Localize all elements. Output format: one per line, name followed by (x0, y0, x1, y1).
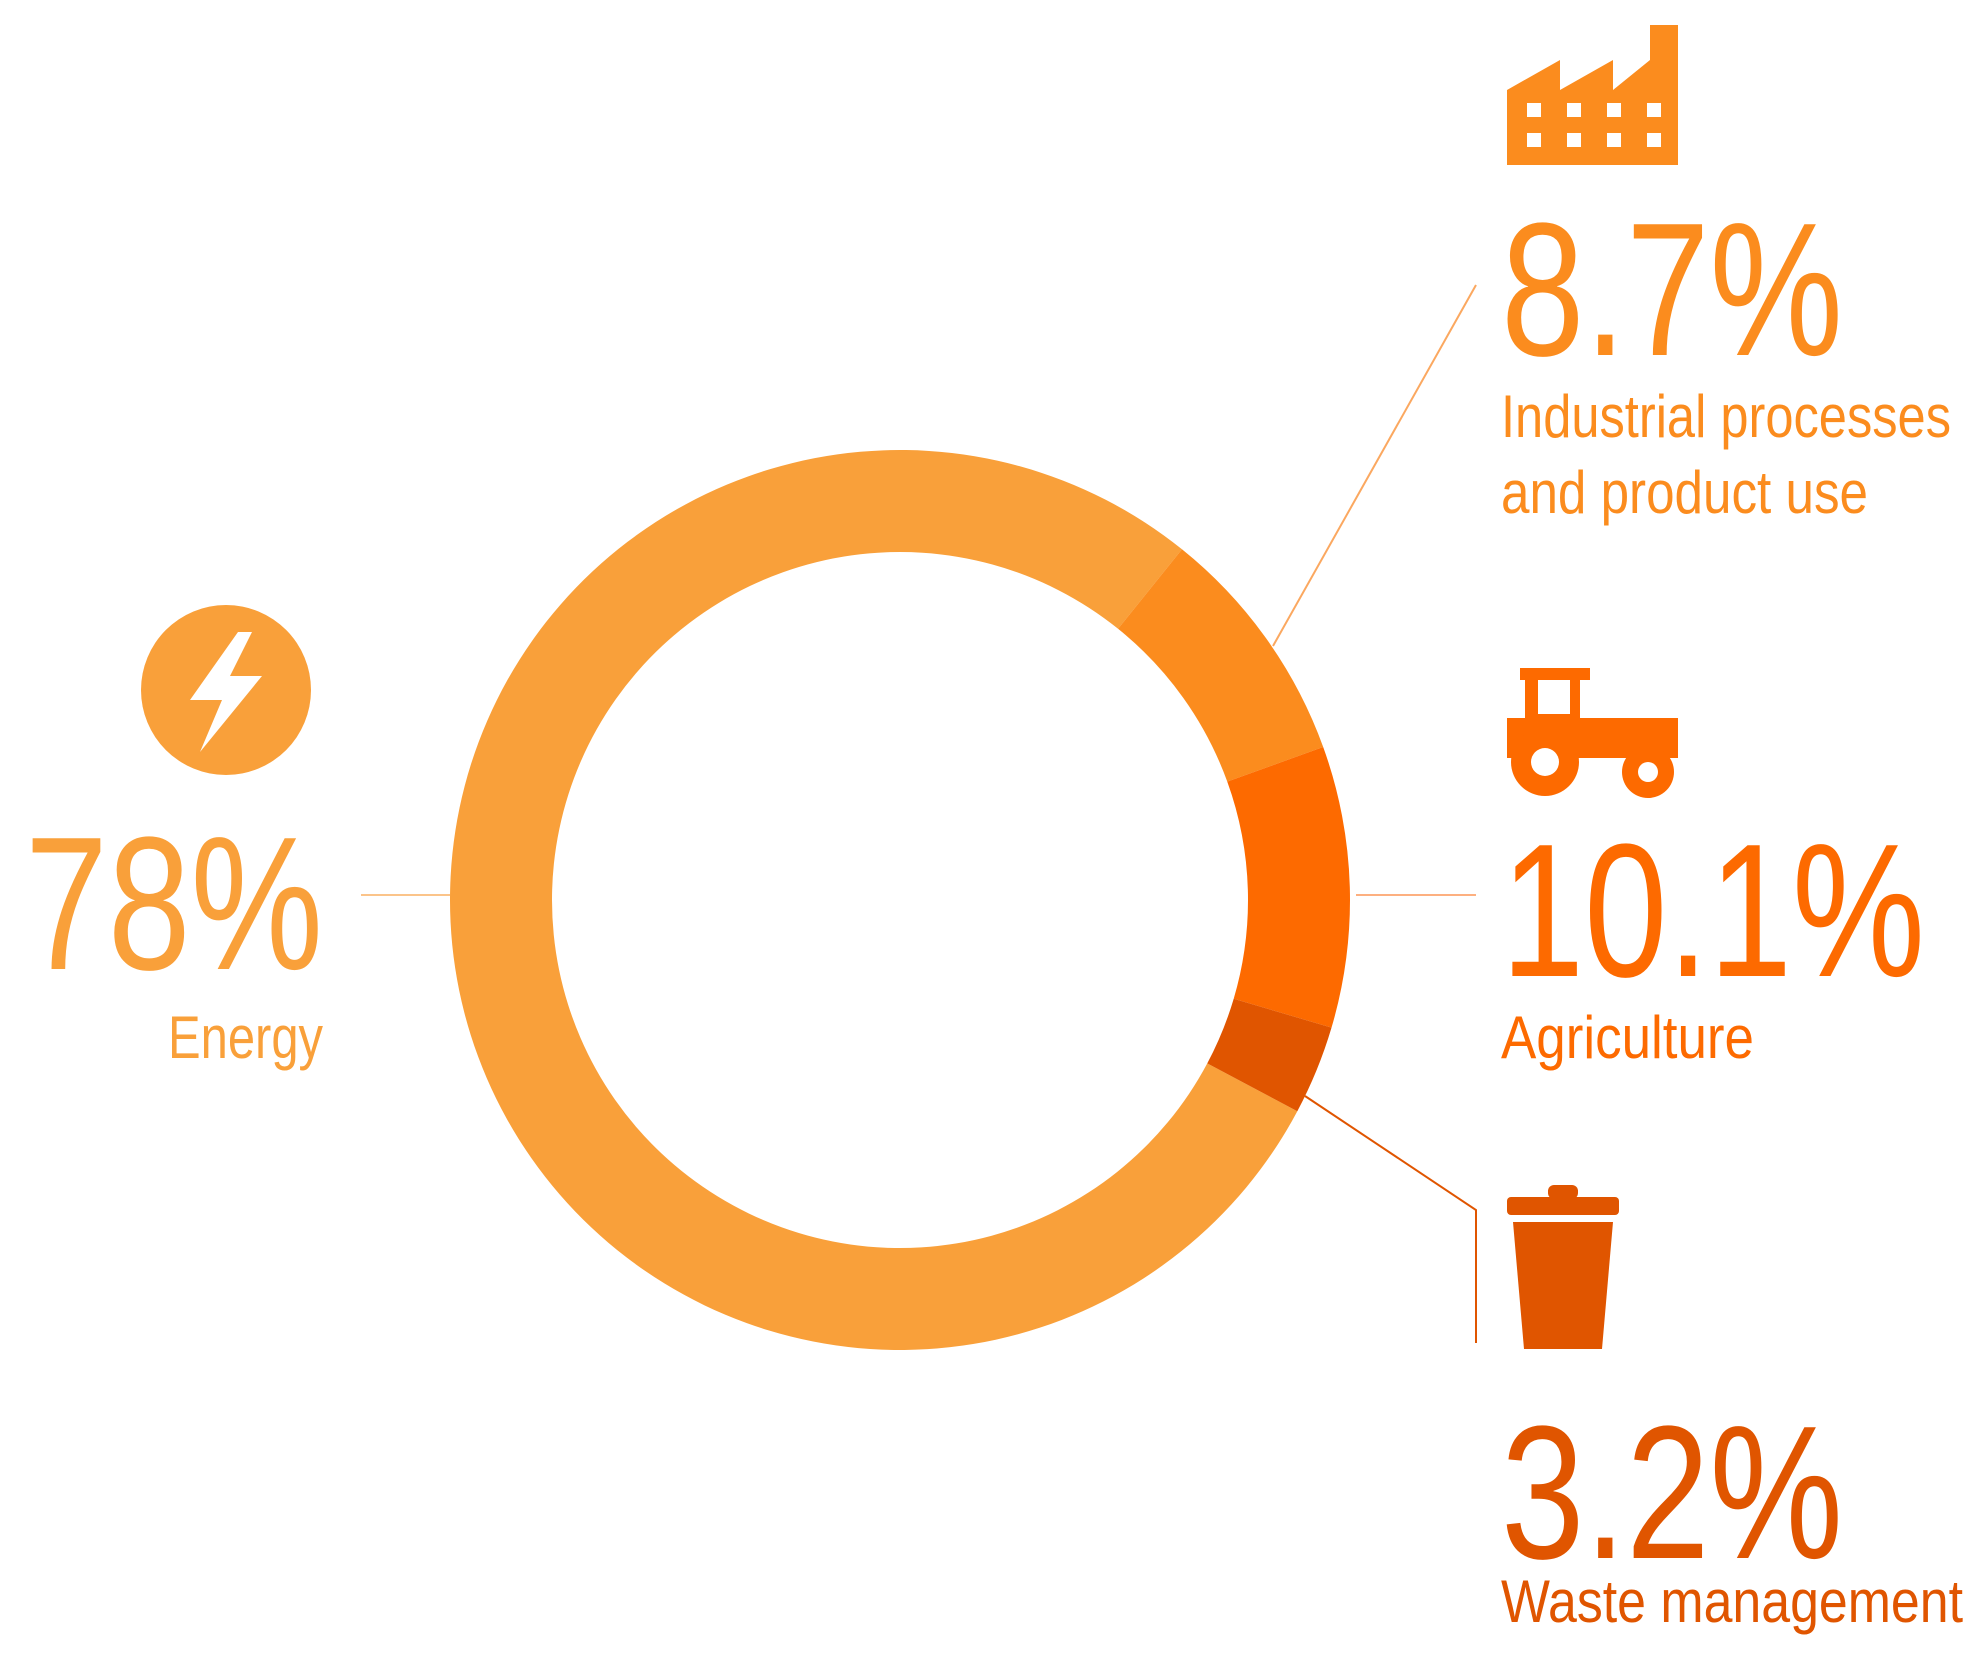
agriculture-icon (1507, 668, 1678, 798)
leader-line (1304, 1095, 1477, 1343)
donut-segment (1118, 549, 1324, 782)
industry-icon (1507, 25, 1678, 165)
donut-segment (1227, 746, 1350, 1028)
donut-segment (1207, 998, 1332, 1112)
value-label: 10.1% (1501, 805, 1925, 1017)
value-label: 78% (25, 798, 323, 1010)
energy-icon (141, 605, 311, 775)
value-label: 8.7% (1501, 184, 1843, 396)
value-label: 3.2% (1501, 1387, 1843, 1599)
leader-line (1272, 284, 1477, 647)
category-label: Energy (168, 1004, 323, 1071)
category-label: Industrial processes and product use (1501, 383, 1951, 526)
category-label: Waste management (1501, 1568, 1963, 1635)
category-label: Agriculture (1501, 1004, 1754, 1071)
waste-icon (1507, 1185, 1619, 1349)
